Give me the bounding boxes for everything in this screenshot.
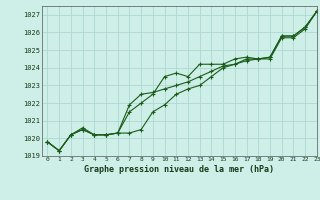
X-axis label: Graphe pression niveau de la mer (hPa): Graphe pression niveau de la mer (hPa) <box>84 165 274 174</box>
